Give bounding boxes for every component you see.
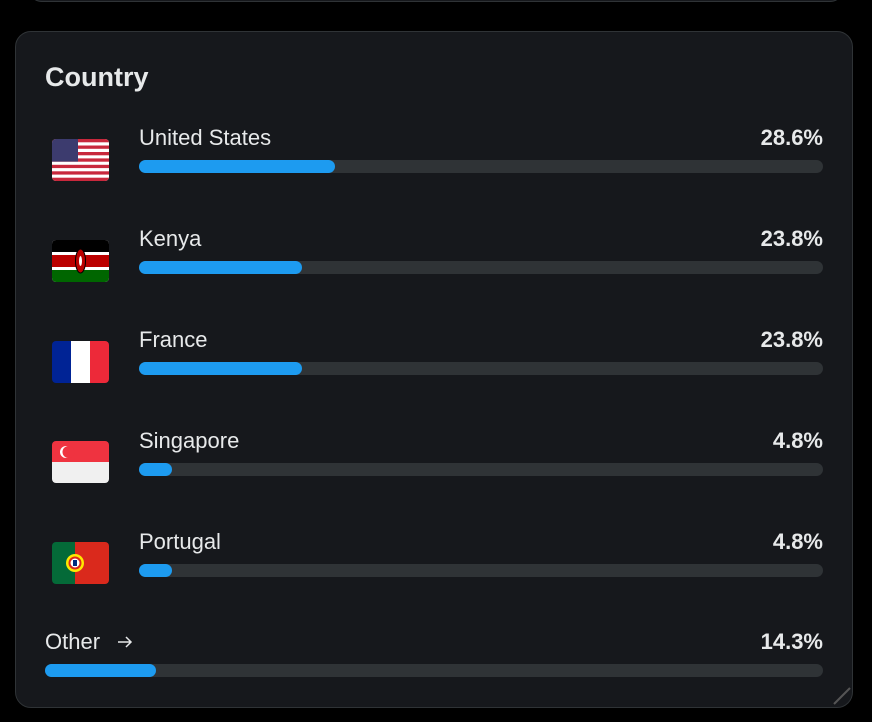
bar [139,463,172,476]
country-name: Portugal [139,529,221,554]
bar-track [139,362,823,375]
country-name: United States [139,125,272,150]
percentage: 4.8% [772,428,823,453]
bar-track [139,463,823,476]
card-title: Country [45,62,149,92]
country-name: France [139,327,208,352]
percentage: 4.8% [772,529,823,554]
percentage: 23.8% [760,226,823,251]
country-name: Singapore [139,428,240,453]
bar [139,261,302,274]
flag-singapore [52,441,109,483]
flag-france [52,341,109,383]
arrow-icon[interactable] [116,633,134,651]
bar [139,564,172,577]
resize-corner [833,687,851,705]
bar [139,160,335,173]
flag-portugal [52,542,109,584]
flag-us [52,139,109,181]
country-name[interactable]: Other [45,629,101,654]
bar-track [45,664,823,677]
bar [139,362,302,375]
previous-card [28,0,844,2]
bar-track [139,160,823,173]
percentage: 14.3% [760,629,823,654]
bar-track [139,261,823,274]
bar [45,664,157,677]
bar-track [139,564,823,577]
flag-kenya [52,240,109,282]
country-name: Kenya [139,226,202,251]
percentage: 28.6% [760,125,823,150]
percentage: 23.8% [760,327,823,352]
